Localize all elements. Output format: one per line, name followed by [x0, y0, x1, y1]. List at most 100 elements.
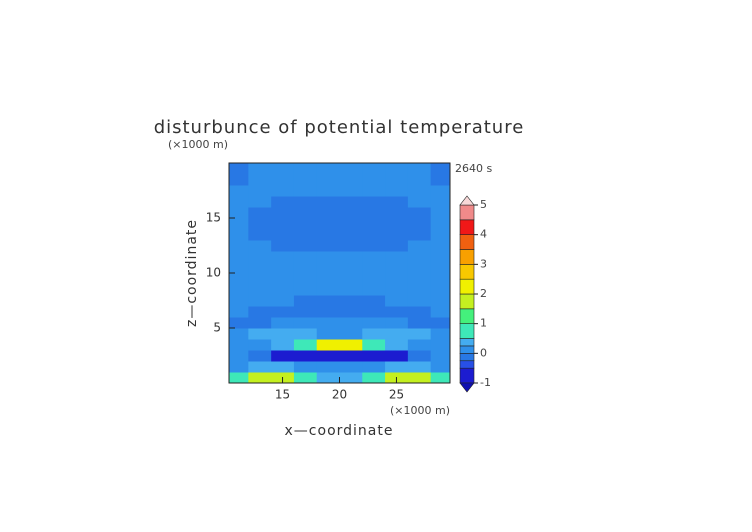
cell	[229, 240, 249, 252]
cell	[271, 361, 295, 373]
cell	[385, 284, 409, 296]
cell	[362, 185, 386, 197]
colorbar-band	[459, 338, 475, 347]
cell	[316, 262, 340, 274]
cell	[271, 185, 295, 197]
colorbar-band	[459, 249, 475, 265]
cell	[316, 372, 340, 384]
cell	[248, 284, 272, 296]
cell	[229, 163, 249, 175]
cell	[248, 372, 272, 384]
cell	[339, 229, 363, 241]
time-label: 2640 s	[455, 162, 492, 175]
cell	[362, 240, 386, 252]
cell	[248, 163, 272, 175]
cell	[430, 361, 451, 373]
cell	[339, 328, 363, 340]
cell	[385, 295, 409, 307]
cell	[316, 361, 340, 373]
cell	[430, 372, 451, 384]
colorbar-under	[459, 382, 475, 393]
cell	[407, 196, 432, 208]
cell	[316, 185, 340, 197]
cell	[316, 306, 340, 318]
cell	[316, 350, 340, 362]
cell	[293, 273, 318, 285]
cell	[407, 361, 432, 373]
cell	[407, 185, 432, 197]
cell	[339, 339, 363, 351]
cell	[339, 196, 363, 208]
colorbar-tick-label: 4	[480, 228, 487, 241]
cell	[248, 317, 272, 329]
cell	[248, 273, 272, 285]
colorbar-band	[459, 219, 475, 235]
cell	[271, 339, 295, 351]
cell	[271, 196, 295, 208]
cell	[339, 163, 363, 175]
cell	[293, 240, 318, 252]
colorbar-tick-label: 2	[480, 287, 487, 300]
cell	[229, 185, 249, 197]
cell	[229, 207, 249, 219]
cell	[385, 262, 409, 274]
cell	[407, 372, 432, 384]
cell	[248, 361, 272, 373]
cell	[271, 284, 295, 296]
chart-title: disturbunce of potential temperature	[154, 117, 525, 138]
colorbar-over	[459, 195, 475, 206]
cell	[407, 306, 432, 318]
cell	[229, 350, 249, 362]
cell	[248, 185, 272, 197]
cell	[430, 207, 451, 219]
cell	[316, 328, 340, 340]
cell	[362, 251, 386, 263]
cell	[293, 196, 318, 208]
colorbar-band	[459, 353, 475, 362]
cell	[271, 174, 295, 186]
cell	[362, 218, 386, 230]
cell	[430, 295, 451, 307]
cell	[362, 284, 386, 296]
cell	[248, 350, 272, 362]
cell	[248, 240, 272, 252]
cell	[316, 284, 340, 296]
cell	[271, 229, 295, 241]
cell	[293, 372, 318, 384]
colorbar-band	[459, 234, 475, 250]
cell	[248, 306, 272, 318]
colorbar-band	[459, 323, 475, 339]
cell	[385, 229, 409, 241]
cell	[339, 317, 363, 329]
cell	[385, 273, 409, 285]
cell	[362, 328, 386, 340]
cell	[362, 339, 386, 351]
cell	[430, 284, 451, 296]
cell	[339, 240, 363, 252]
cell	[430, 163, 451, 175]
cell	[316, 229, 340, 241]
cell	[293, 174, 318, 186]
colorbar-tick-label: 0	[480, 346, 487, 359]
cell	[339, 273, 363, 285]
colorbar-band	[459, 360, 475, 369]
cell	[430, 306, 451, 318]
cell	[293, 350, 318, 362]
cell	[293, 361, 318, 373]
cell	[430, 218, 451, 230]
y-unit: (×1000 m)	[168, 138, 228, 151]
cell	[293, 185, 318, 197]
cell	[293, 339, 318, 351]
cell	[271, 350, 295, 362]
cell	[271, 295, 295, 307]
cell	[385, 361, 409, 373]
colorbar-band	[459, 204, 475, 221]
colorbar-band	[459, 308, 475, 324]
cell	[271, 262, 295, 274]
cell	[339, 218, 363, 230]
cell	[248, 229, 272, 241]
cell	[407, 251, 432, 263]
cell	[430, 185, 451, 197]
